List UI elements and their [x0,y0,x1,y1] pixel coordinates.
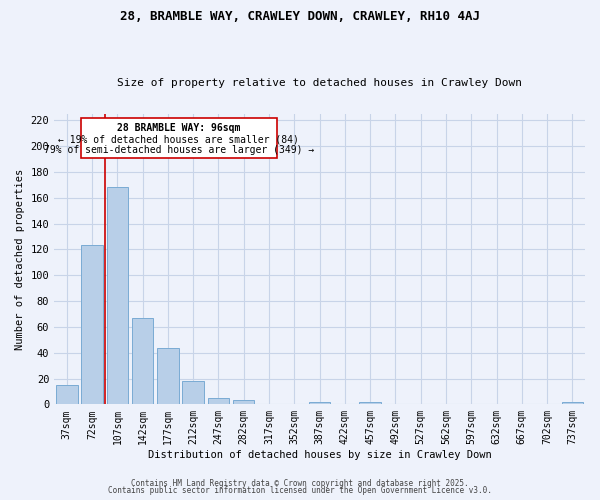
Bar [562,402,583,404]
Bar [359,402,381,404]
Text: Contains public sector information licensed under the Open Government Licence v3: Contains public sector information licen… [108,486,492,495]
FancyBboxPatch shape [81,118,277,158]
Title: Size of property relative to detached houses in Crawley Down: Size of property relative to detached ho… [117,78,522,88]
Bar [182,381,204,404]
Bar [233,400,254,404]
Bar [56,385,77,404]
Bar [157,348,179,405]
Bar [309,402,331,404]
Text: 28, BRAMBLE WAY, CRAWLEY DOWN, CRAWLEY, RH10 4AJ: 28, BRAMBLE WAY, CRAWLEY DOWN, CRAWLEY, … [120,10,480,23]
Text: 28 BRAMBLE WAY: 96sqm: 28 BRAMBLE WAY: 96sqm [117,124,241,134]
Bar [132,318,154,404]
Bar [208,398,229,404]
X-axis label: Distribution of detached houses by size in Crawley Down: Distribution of detached houses by size … [148,450,491,460]
Text: ← 19% of detached houses are smaller (84): ← 19% of detached houses are smaller (84… [58,134,299,144]
Y-axis label: Number of detached properties: Number of detached properties [15,168,25,350]
Bar [107,188,128,404]
Text: 79% of semi-detached houses are larger (349) →: 79% of semi-detached houses are larger (… [44,145,314,155]
Bar [82,246,103,404]
Text: Contains HM Land Registry data © Crown copyright and database right 2025.: Contains HM Land Registry data © Crown c… [131,478,469,488]
